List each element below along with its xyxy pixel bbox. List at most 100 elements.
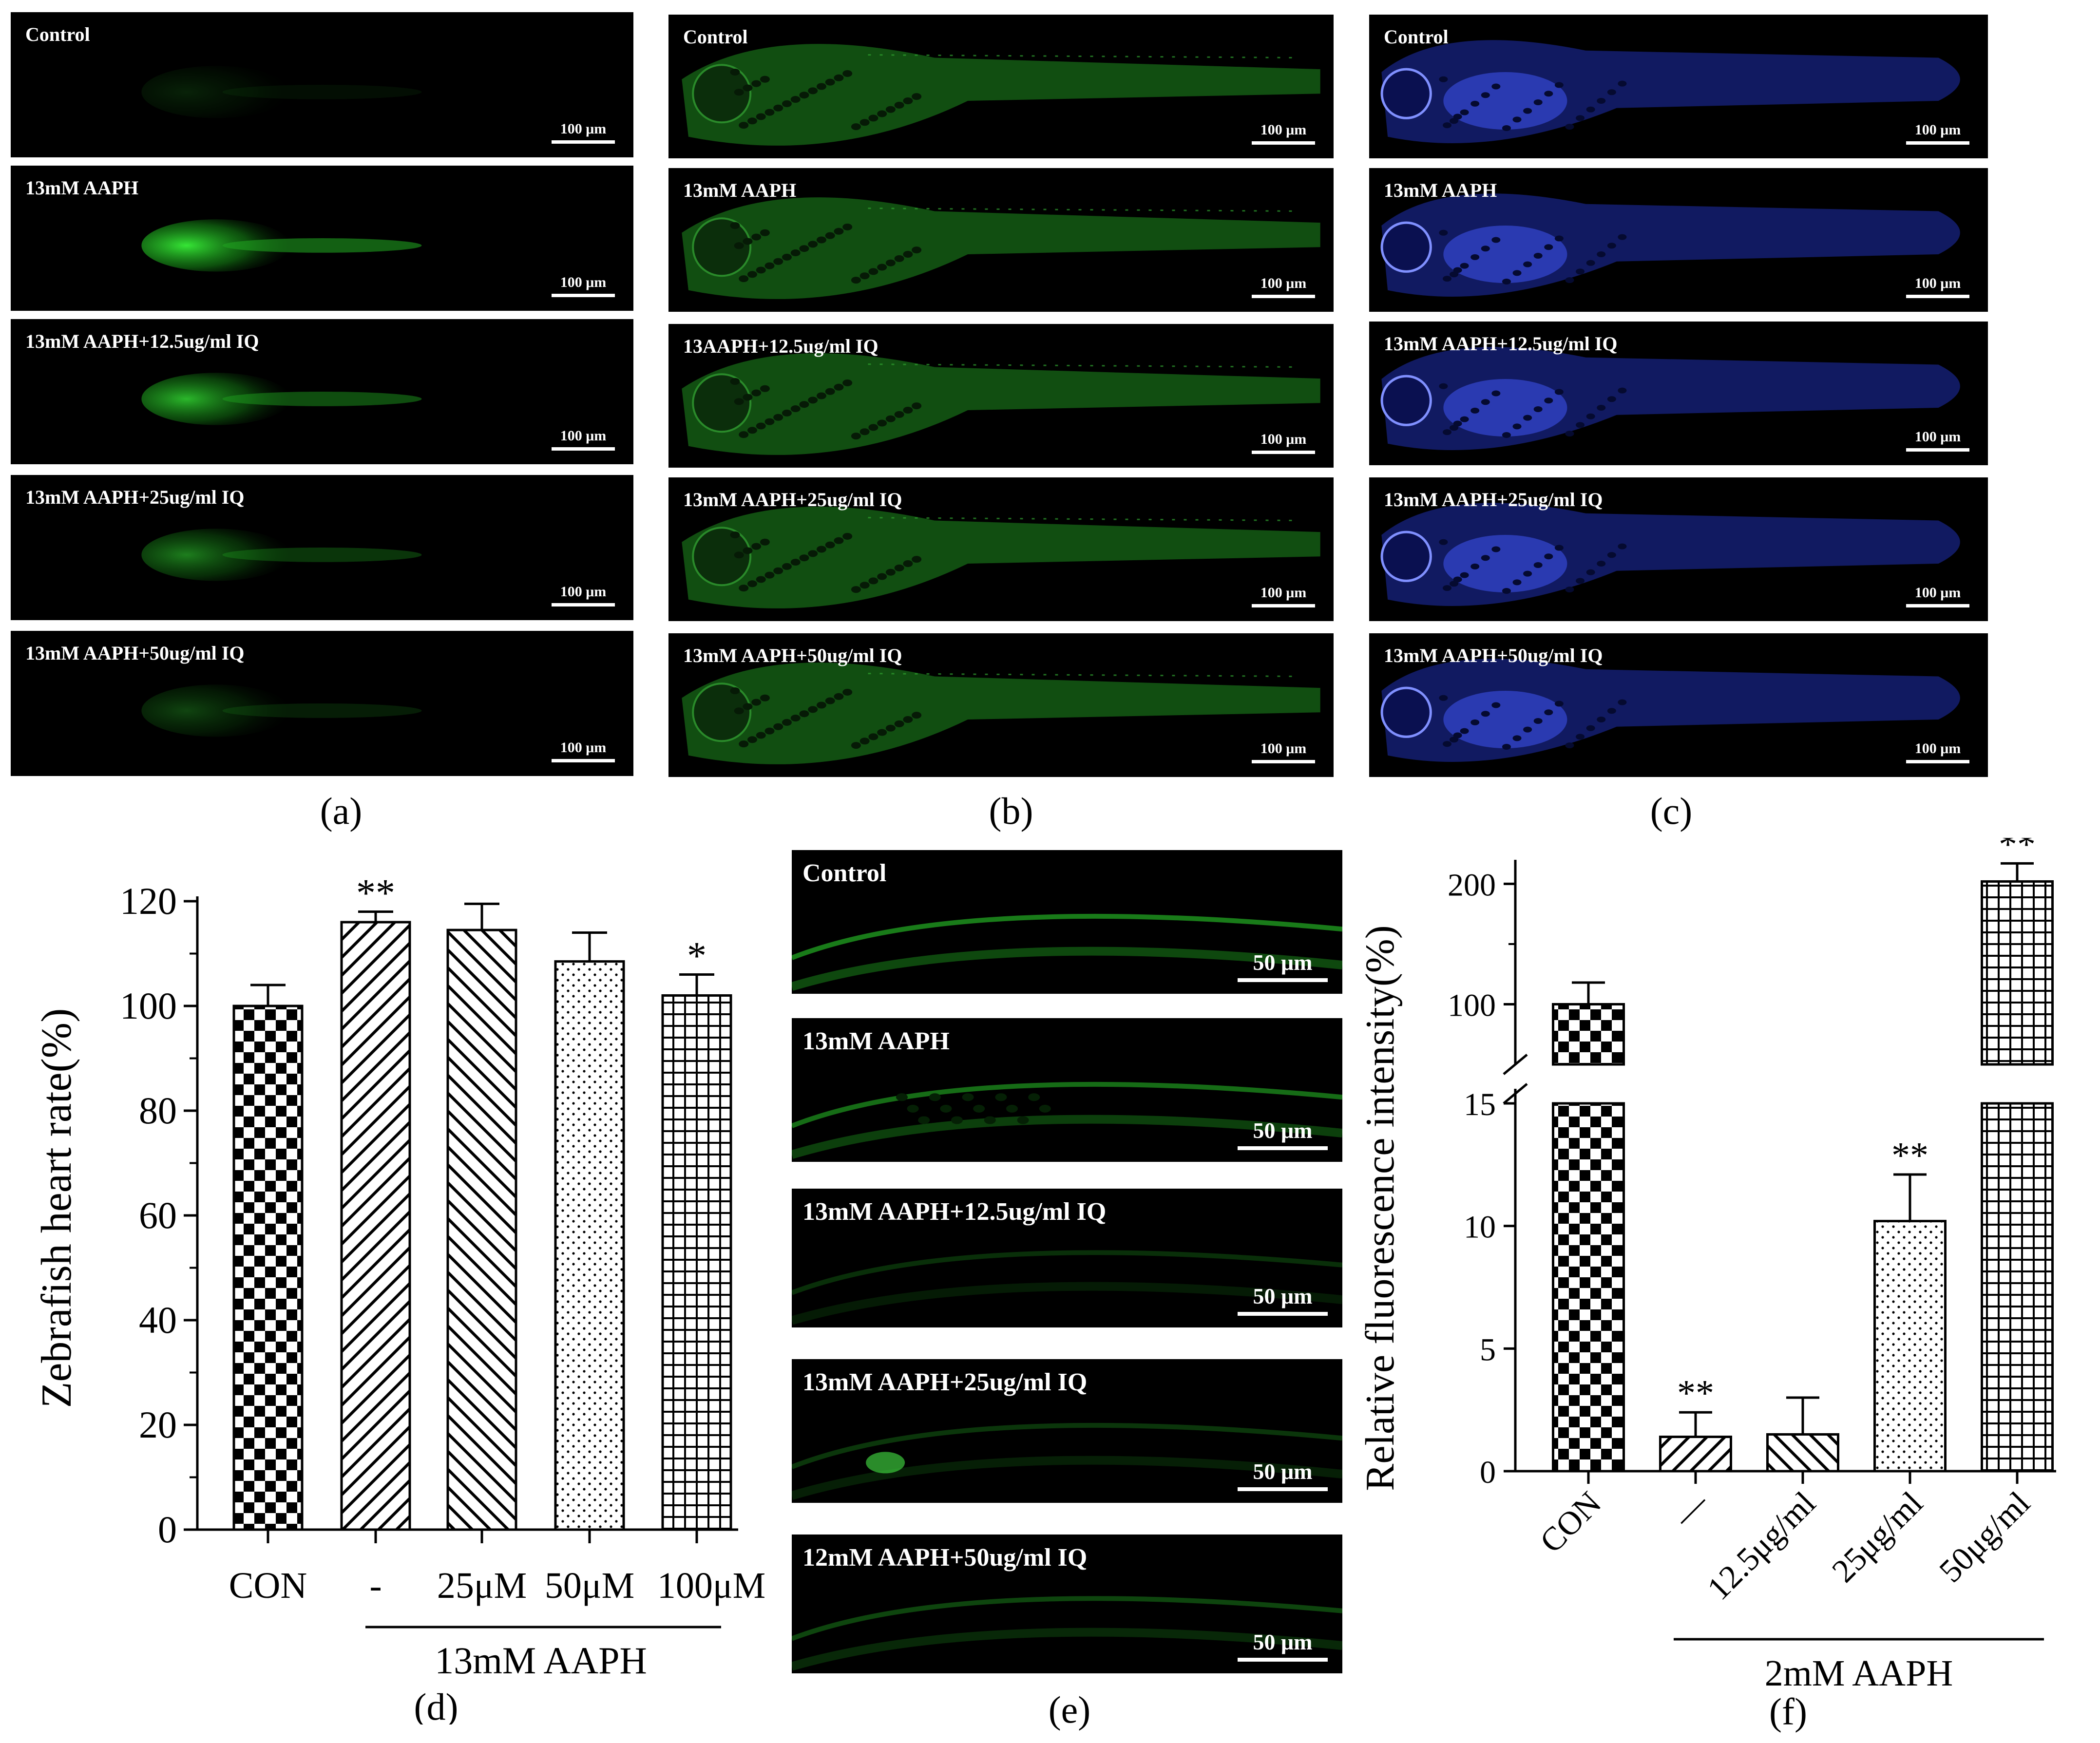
scale-bar: 100 μm — [1906, 585, 1969, 607]
chart-f-xtick-label: — — [1665, 1484, 1716, 1534]
chart-f-ytick-label: 0 — [1480, 1455, 1496, 1490]
scale-bar: 50 μm — [1238, 1118, 1328, 1150]
chart-d-ytick-label: 40 — [139, 1299, 177, 1341]
fish-image — [792, 913, 1342, 991]
scale-bar: 100 μm — [1906, 429, 1969, 452]
scale-bar-line — [1252, 141, 1315, 145]
chart-d-bar — [232, 1004, 304, 1531]
scale-bar-line — [1906, 604, 1969, 607]
fish-image — [141, 373, 422, 425]
scale-label: 100 μm — [560, 121, 607, 137]
scale-label: 50 μm — [1253, 950, 1313, 975]
chart-f-bar — [1981, 1102, 2054, 1473]
scale-bar-line — [1238, 1312, 1328, 1316]
chart-f-significance: ** — [1677, 1373, 1714, 1414]
chart-d-significance: ** — [356, 872, 395, 915]
chart-d-xtick-label: CON — [229, 1565, 307, 1606]
chart-f-bar — [1552, 1102, 1625, 1473]
scale-label: 100 μm — [1914, 429, 1961, 445]
panel-a-image-5: 13mM AAPH+50ug/ml IQ 100 μm — [11, 631, 633, 776]
panel-c-image-5: 13mM AAPH+50ug/ml IQ 100 μm — [1369, 633, 1988, 777]
image-label: Control — [683, 26, 748, 48]
chart-f-bar-upper — [1552, 1003, 1625, 1066]
scale-label: 100 μm — [1914, 122, 1961, 138]
image-label: 13mM AAPH+25ug/ml IQ — [802, 1368, 1088, 1396]
image-label: 13mM AAPH+25ug/ml IQ — [683, 489, 902, 511]
fish-image — [682, 44, 1320, 146]
image-label: 13mM AAPH+25ug/ml IQ — [25, 486, 245, 508]
fish-image — [141, 66, 422, 118]
scale-bar: 100 μm — [552, 274, 615, 297]
panel-e-image-4: 13mM AAPH+25ug/ml IQ 50 μm — [792, 1359, 1342, 1503]
panel-e-image-3: 13mM AAPH+12.5ug/ml IQ 50 μm — [792, 1189, 1342, 1327]
panel-a-image-3: 13mM AAPH+12.5ug/ml IQ 100 μm — [11, 319, 633, 464]
chart-d: Zebrafish heart rate(%) 020406080100120 … — [33, 872, 765, 1725]
scale-label: 50 μm — [1253, 1629, 1313, 1654]
scale-bar: 50 μm — [1238, 1629, 1328, 1662]
scale-bar: 100 μm — [1906, 122, 1969, 145]
scale-bar: 100 μm — [1252, 431, 1315, 454]
scale-bar-line — [1252, 604, 1315, 607]
fish-image — [1380, 40, 1960, 144]
chart-f-bar — [1873, 1220, 1947, 1473]
chart-f-significance: ** — [1891, 1135, 1928, 1176]
chart-f-bar — [1766, 1433, 1839, 1473]
fish-image — [682, 353, 1320, 455]
chart-d-caption: (d) — [414, 1686, 458, 1724]
scale-bar: 50 μm — [1238, 1459, 1328, 1491]
scale-bar-line — [552, 447, 615, 451]
scale-bar-line — [552, 140, 615, 144]
scale-bar: 50 μm — [1238, 949, 1328, 982]
scale-label: 50 μm — [1253, 1284, 1313, 1308]
scale-label: 100 μm — [560, 584, 607, 600]
scale-bar: 100 μm — [1906, 740, 1969, 763]
fish-image — [141, 684, 422, 737]
scale-bar: 50 μm — [1238, 1283, 1328, 1316]
chart-f-ytick-label: 100 — [1448, 987, 1496, 1023]
scale-bar: 100 μm — [1252, 740, 1315, 763]
scale-bar-line — [1238, 1146, 1328, 1150]
chart-d-ytick-label: 120 — [120, 880, 177, 922]
scale-label: 100 μm — [1260, 740, 1307, 757]
scale-bar: 100 μm — [552, 584, 615, 606]
panel-b-image-2: 13mM AAPH 100 μm — [668, 168, 1334, 312]
fish-image — [792, 1422, 1342, 1500]
scale-bar-line — [1906, 295, 1969, 298]
image-label: 13mM AAPH — [683, 179, 797, 201]
fish-image — [141, 529, 422, 581]
image-label: 13mM AAPH+50ug/ml IQ — [683, 644, 902, 666]
panel-b-image-5: 13mM AAPH+50ug/ml IQ 100 μm — [668, 633, 1334, 777]
chart-f-break-mark — [1503, 1083, 1528, 1104]
panel-e-image-5: 12mM AAPH+50ug/ml IQ 50 μm — [792, 1535, 1342, 1673]
scale-bar-line — [552, 294, 615, 297]
chart-f-ytick-label: 10 — [1464, 1210, 1496, 1245]
fish-image — [792, 1250, 1342, 1325]
panel-e-image-2: 13mM AAPH 50 μm — [792, 1018, 1342, 1162]
chart-d-bar — [661, 994, 732, 1531]
fish-image — [682, 663, 1320, 764]
scale-bar-line — [1252, 295, 1315, 298]
panel-a-image-2: 13mM AAPH 100 μm — [11, 166, 633, 311]
chart-f-xtick-label: CON — [1532, 1484, 1608, 1560]
image-label: 12mM AAPH+50ug/ml IQ — [802, 1544, 1088, 1572]
chart-d-ytick-label: 80 — [139, 1089, 177, 1132]
scale-bar-line — [1906, 448, 1969, 452]
chart-f-ylabel: Relative fluorescence intensity(%) — [1357, 925, 1403, 1491]
fish-image — [682, 197, 1320, 299]
image-label: Control — [802, 859, 887, 887]
chart-d-bar — [446, 928, 517, 1531]
panel-c-image-4: 13mM AAPH+25ug/ml IQ 100 μm — [1369, 477, 1988, 621]
panel-e-image-1: Control 50 μm — [792, 850, 1342, 994]
scale-label: 100 μm — [560, 428, 607, 444]
image-label: 13mM AAPH — [25, 177, 139, 199]
scale-label: 50 μm — [1253, 1459, 1313, 1484]
fish-image — [1380, 193, 1960, 297]
image-label: 13mM AAPH+12.5ug/ml IQ — [1384, 333, 1618, 355]
scale-bar-line — [552, 759, 615, 762]
scale-bar-line — [1238, 978, 1328, 982]
scale-label: 100 μm — [1260, 275, 1307, 291]
chart-d-ylabel: Zebrafish heart rate(%) — [33, 1008, 80, 1408]
image-label: 13mM AAPH+50ug/ml IQ — [25, 642, 245, 664]
scale-label: 100 μm — [1914, 585, 1961, 601]
panel-c-image-3: 13mM AAPH+12.5ug/ml IQ 100 μm — [1369, 322, 1988, 465]
